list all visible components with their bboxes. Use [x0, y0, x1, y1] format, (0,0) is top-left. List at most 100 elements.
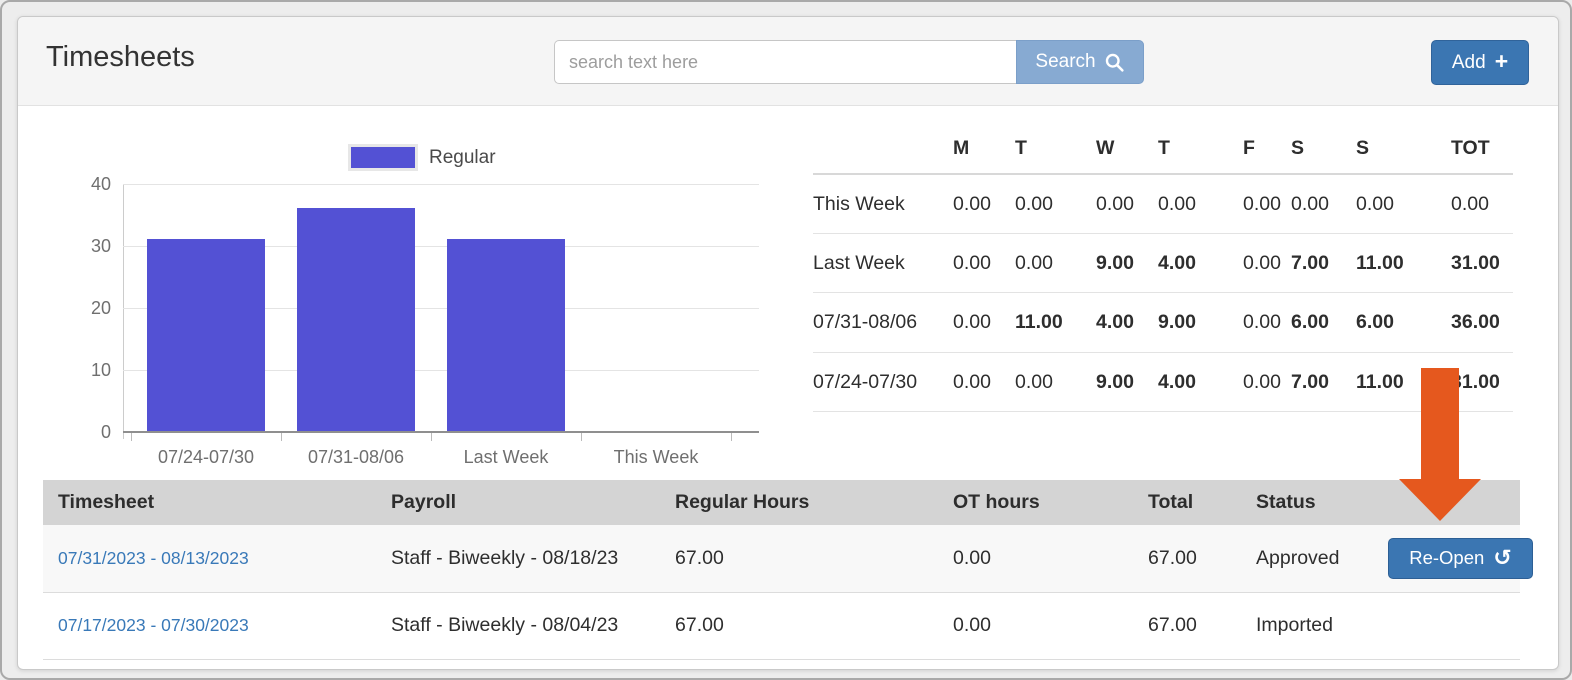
summary-column-header: T	[1158, 131, 1243, 175]
summary-row-label: This Week	[813, 174, 953, 235]
timesheet-cell: 07/31/2023 - 08/13/2023	[43, 525, 376, 592]
total-cell: 67.00	[1148, 546, 1197, 569]
summary-cell: 0.00	[1096, 174, 1158, 235]
add-button-label: Add	[1451, 51, 1486, 73]
legend-label: Regular	[429, 146, 496, 168]
x-tick-label: 07/31-08/06	[307, 447, 405, 467]
y-tick-label: 40	[90, 174, 111, 194]
summary-cell: 0.00	[1243, 233, 1291, 294]
summary-cell: 4.00	[1096, 292, 1158, 353]
gridline	[123, 246, 759, 247]
undo-icon: ↺	[1493, 545, 1512, 571]
y-tick-label: 0	[100, 422, 111, 442]
summary-row: 07/31-08/06 0.00 11.00 4.00 9.00 0.00 6.00 6.00…	[813, 292, 1513, 353]
summary-column-header: TOT	[1451, 131, 1513, 175]
timesheet-column-header: Regular Hours	[660, 480, 938, 525]
summary-row-label: 07/24-07/30	[813, 352, 953, 412]
summary-cell: 4.00	[1158, 352, 1243, 412]
bar-chart-plot	[123, 184, 759, 433]
summary-cell: 0.00	[1243, 352, 1291, 412]
weekly-summary-head: M T W T F S S TOT	[813, 131, 1513, 175]
search-button[interactable]: Search	[1016, 40, 1144, 84]
status-cell: Approved	[1256, 546, 1340, 569]
summary-cell: 0.00	[1015, 233, 1096, 294]
payroll-cell: Staff - Biweekly - 08/04/23	[391, 614, 619, 636]
search-icon	[1105, 53, 1124, 72]
gridline	[123, 431, 759, 433]
summary-cell: 0.00	[953, 233, 1015, 294]
reopen-button-label: Re-Open	[1409, 547, 1485, 569]
summary-cell: 31.00	[1451, 233, 1513, 294]
summary-cell: 7.00	[1291, 352, 1356, 412]
x-axis-tick	[731, 433, 732, 441]
summary-cell: 0.00	[1243, 292, 1291, 353]
timesheet-header-row: Timesheet Payroll Regular Hours OT hours Tot…	[43, 480, 1520, 525]
x-tick-label: Last Week	[463, 447, 549, 467]
summary-cell: 0.00	[1015, 352, 1096, 412]
panel-header: Timesheets Search Add +	[18, 17, 1558, 106]
summary-row-label: Last Week	[813, 233, 953, 294]
timesheet-column-header: Total	[1133, 480, 1241, 525]
summary-cell: 9.00	[1096, 352, 1158, 412]
summary-cell: 9.00	[1096, 233, 1158, 294]
summary-column-header: S	[1356, 131, 1451, 175]
summary-cell: 0.00	[1243, 174, 1291, 235]
add-button[interactable]: Add +	[1431, 40, 1529, 85]
timesheet-column-header: Timesheet	[43, 480, 376, 525]
chart-legend: Regular	[348, 144, 496, 171]
summary-cell: 0.00	[1158, 174, 1243, 235]
summary-cell: 0.00	[953, 352, 1015, 412]
x-tick-label: 07/24-07/30	[157, 447, 255, 467]
action-cell: Re-Open ↺	[1359, 525, 1533, 592]
search-button-label: Search	[1035, 51, 1096, 72]
summary-cell: 11.00	[1015, 292, 1096, 353]
search-input[interactable]	[554, 40, 1016, 84]
timesheet-column-header: Payroll	[376, 480, 660, 525]
y-tick-label: 10	[90, 360, 111, 380]
summary-header-row: M T W T F S S TOT	[813, 131, 1513, 175]
timesheet-column-header: OT hours	[938, 480, 1133, 525]
summary-cell: 0.00	[1291, 174, 1356, 235]
summary-row: This Week 0.00 0.00 0.00 0.00 0.00 0.00 0.00 0.0…	[813, 174, 1513, 235]
x-axis-tick	[131, 433, 132, 441]
timesheet-cell: 07/17/2023 - 07/30/2023	[43, 592, 376, 659]
timesheet-table: Timesheet Payroll Regular Hours OT hours Tot…	[43, 480, 1533, 660]
gridline	[123, 370, 759, 371]
search-group: Search	[554, 40, 1144, 84]
summary-column-header: F	[1243, 131, 1291, 175]
summary-cell: 0.00	[953, 292, 1015, 353]
summary-row-label: 07/31-08/06	[813, 292, 953, 353]
weekly-summary-table: M T W T F S S TOT This Week 0.00 0.00 0.00 0.00 0.00…	[813, 131, 1513, 412]
summary-column-header: T	[1015, 131, 1096, 175]
action-cell	[1359, 592, 1520, 659]
table-row: 07/31/2023 - 08/13/2023 Staff - Biweekly …	[43, 525, 1533, 592]
timesheet-link[interactable]: 07/17/2023 - 07/30/2023	[58, 615, 249, 635]
summary-cell: 31.00	[1451, 352, 1513, 412]
summary-row: Last Week 0.00 0.00 9.00 4.00 0.00 7.00 11.00 31…	[813, 233, 1513, 294]
regular-hours-cell: 67.00	[675, 614, 724, 636]
reopen-button[interactable]: Re-Open ↺	[1388, 537, 1533, 579]
regular-hours-cell: 67.00	[675, 546, 724, 569]
summary-cell: 36.00	[1451, 292, 1513, 353]
summary-cell: 0.00	[1451, 174, 1513, 235]
summary-cell: 0.00	[1015, 174, 1096, 235]
x-tick-label: This Week	[613, 447, 699, 467]
summary-column-header	[813, 131, 953, 175]
y-axis-line	[123, 185, 124, 439]
summary-column-header: W	[1096, 131, 1158, 175]
gridline	[123, 308, 759, 309]
table-row: 07/17/2023 - 07/30/2023 Staff - Biweekly …	[43, 592, 1520, 659]
summary-cell: 0.00	[1356, 174, 1451, 235]
timesheet-link[interactable]: 07/31/2023 - 08/13/2023	[58, 547, 249, 568]
summary-row: 07/24-07/30 0.00 0.00 9.00 4.00 0.00 7.00 11.00…	[813, 352, 1513, 412]
bar	[447, 238, 565, 431]
ot-hours-cell: 0.00	[953, 546, 991, 569]
summary-cell: 4.00	[1158, 233, 1243, 294]
plus-icon: +	[1494, 48, 1509, 74]
summary-cell: 7.00	[1291, 233, 1356, 294]
weekly-summary-body: This Week 0.00 0.00 0.00 0.00 0.00 0.00 0.00 0.0…	[813, 174, 1513, 412]
bar	[297, 207, 415, 431]
y-tick-label: 30	[90, 236, 111, 256]
legend-swatch	[348, 144, 418, 171]
summary-cell: 11.00	[1356, 233, 1451, 294]
